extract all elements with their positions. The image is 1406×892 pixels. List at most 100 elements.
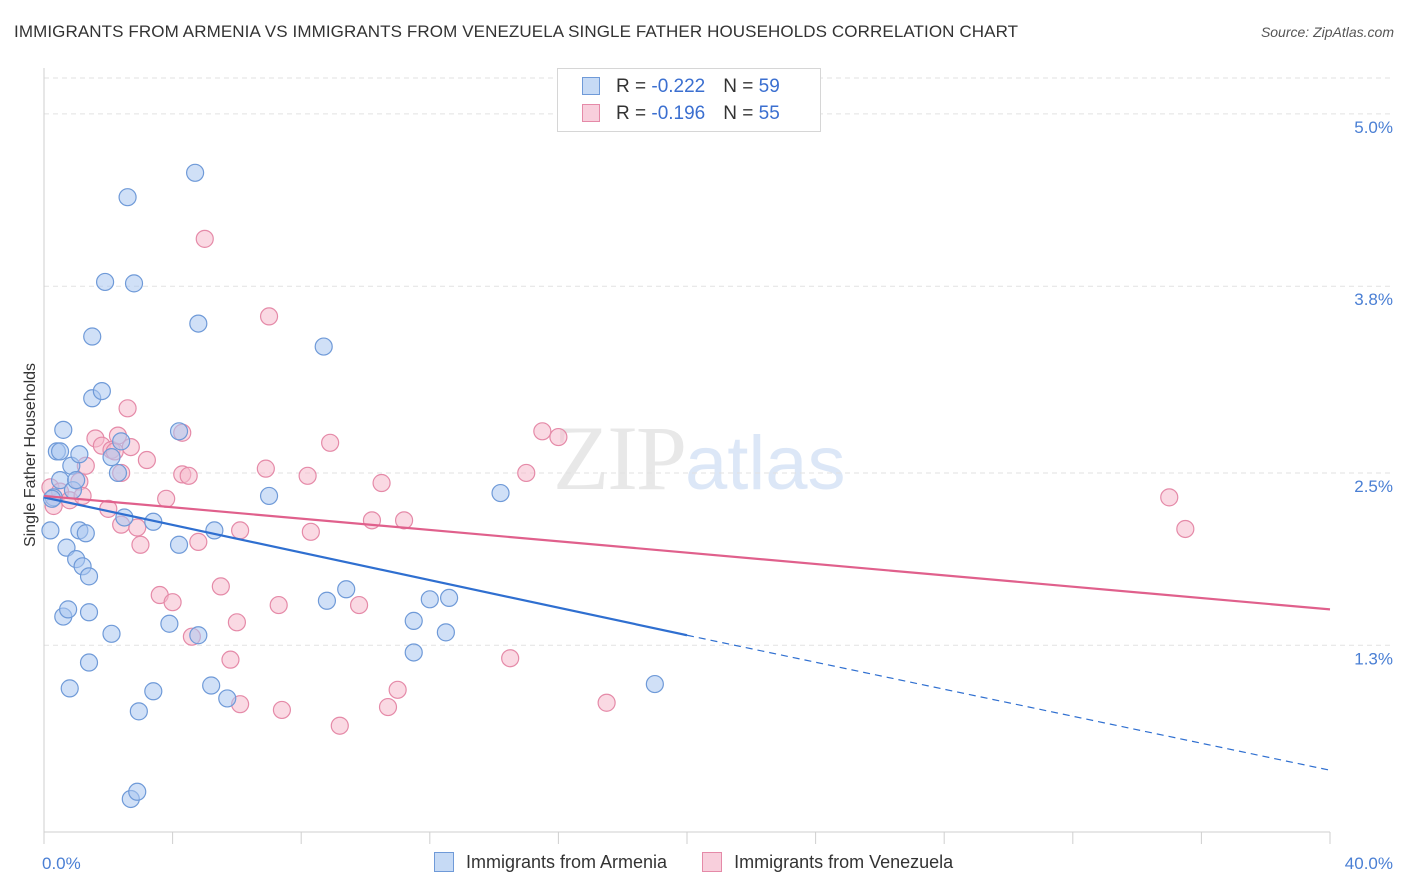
venezuela-point bbox=[256, 459, 275, 478]
legend-row-armenia: R = -0.222 N = 59 bbox=[582, 76, 780, 98]
x-tick-label: 0.0% bbox=[42, 854, 81, 873]
armenia-point bbox=[189, 314, 208, 333]
armenia-point bbox=[79, 653, 99, 672]
armenia-point bbox=[124, 274, 144, 293]
armenia-point bbox=[112, 432, 131, 451]
armenia-point bbox=[144, 682, 163, 701]
venezuela-point bbox=[189, 532, 208, 551]
armenia-point bbox=[169, 422, 189, 441]
y-axis-title: Single Father Households bbox=[22, 363, 39, 547]
watermark-atlas: atlas bbox=[685, 421, 846, 506]
armenia-point bbox=[67, 471, 86, 490]
armenia-point bbox=[118, 188, 137, 207]
armenia-point bbox=[404, 611, 423, 630]
venezuela-point bbox=[394, 511, 414, 530]
armenia-point bbox=[337, 580, 356, 599]
armenia-point bbox=[202, 676, 221, 695]
venezuela-point bbox=[388, 680, 407, 699]
armenia-point bbox=[317, 591, 337, 610]
venezuela-point bbox=[298, 466, 317, 485]
legend-label-venezuela: Immigrants from Venezuela bbox=[734, 852, 954, 872]
correlation-legend: R = -0.222 N = 59 R = -0.196 N = 55 bbox=[557, 68, 821, 132]
venezuela-point bbox=[330, 716, 349, 735]
armenia-point bbox=[436, 623, 455, 642]
armenia-point bbox=[404, 643, 423, 662]
armenia-point bbox=[79, 567, 99, 586]
legend-item-armenia: Immigrants from Armenia bbox=[434, 852, 667, 873]
armenia-point bbox=[92, 381, 111, 401]
y-tick-label: 1.3% bbox=[1354, 649, 1393, 668]
venezuela-point bbox=[157, 489, 176, 508]
venezuela-point bbox=[501, 649, 520, 668]
venezuela-point bbox=[221, 650, 240, 669]
legend-n-value: 59 bbox=[758, 76, 780, 97]
y-tick-label: 3.8% bbox=[1354, 290, 1393, 309]
armenia-point bbox=[60, 679, 79, 698]
watermark: ZIPatlas bbox=[553, 405, 846, 511]
series-legend: Immigrants from Armenia Immigrants from … bbox=[434, 852, 983, 873]
armenia-point bbox=[129, 702, 148, 721]
venezuela-point bbox=[128, 518, 147, 537]
armenia-point bbox=[79, 603, 99, 622]
armenia-point bbox=[645, 674, 664, 694]
venezuela-trend-line bbox=[43, 494, 1331, 611]
legend-r-value: -0.196 bbox=[651, 103, 706, 124]
armenia-point bbox=[115, 508, 134, 527]
chart-title: IMMIGRANTS FROM ARMENIA VS IMMIGRANTS FR… bbox=[14, 22, 1019, 41]
armenia-point bbox=[41, 521, 60, 540]
armenia-point bbox=[189, 626, 208, 645]
legend-r-label: R = bbox=[616, 76, 652, 97]
venezuela-point bbox=[259, 307, 279, 326]
legend-row-venezuela: R = -0.196 N = 55 bbox=[582, 103, 780, 125]
y-tick-label: 5.0% bbox=[1354, 118, 1393, 137]
armenia-point bbox=[76, 524, 95, 543]
venezuela-point bbox=[231, 521, 250, 540]
venezuela-point bbox=[131, 535, 150, 554]
venezuela-point bbox=[195, 229, 214, 248]
venezuela-point bbox=[378, 697, 398, 717]
venezuela-swatch bbox=[582, 104, 600, 122]
armenia-legend-swatch bbox=[434, 852, 454, 872]
armenia-point bbox=[420, 590, 439, 609]
armenia-swatch bbox=[582, 77, 600, 95]
armenia-point bbox=[50, 442, 70, 461]
venezuela-point bbox=[549, 427, 568, 447]
venezuela-point bbox=[1176, 519, 1195, 539]
armenia-point bbox=[169, 535, 189, 554]
armenia-point bbox=[160, 614, 179, 633]
venezuela-point bbox=[533, 422, 552, 441]
venezuela-point bbox=[349, 595, 369, 615]
venezuela-point bbox=[137, 450, 156, 470]
venezuela-point bbox=[517, 463, 536, 483]
armenia-trend-line bbox=[43, 496, 688, 637]
legend-r-value: -0.222 bbox=[651, 76, 706, 97]
legend-n-label: N = bbox=[723, 76, 759, 97]
armenia-point bbox=[102, 624, 121, 643]
venezuela-point bbox=[597, 693, 616, 712]
armenia-point bbox=[70, 445, 89, 464]
venezuela-point bbox=[163, 593, 182, 612]
armenia-point bbox=[205, 521, 224, 540]
armenia-point bbox=[54, 420, 73, 439]
armenia-point bbox=[314, 337, 333, 356]
venezuela-point bbox=[211, 577, 230, 596]
x-tick-label: 40.0% bbox=[1345, 854, 1393, 873]
armenia-point bbox=[439, 588, 459, 608]
venezuela-point bbox=[227, 613, 246, 632]
armenia-point bbox=[186, 163, 205, 182]
armenia-point bbox=[218, 689, 237, 708]
venezuela-legend-swatch bbox=[702, 852, 723, 872]
armenia-point bbox=[102, 448, 121, 467]
legend-r-label: R = bbox=[616, 103, 652, 124]
armenia-point bbox=[95, 272, 115, 292]
venezuela-point bbox=[1160, 488, 1179, 507]
venezuela-point bbox=[272, 700, 292, 720]
armenia-point bbox=[491, 483, 510, 503]
armenia-point bbox=[108, 463, 128, 483]
watermark-zip: ZIP bbox=[553, 407, 687, 509]
venezuela-point bbox=[118, 399, 137, 418]
venezuela-point bbox=[372, 473, 391, 493]
venezuela-point bbox=[179, 466, 198, 485]
legend-n-value: 55 bbox=[758, 103, 780, 124]
